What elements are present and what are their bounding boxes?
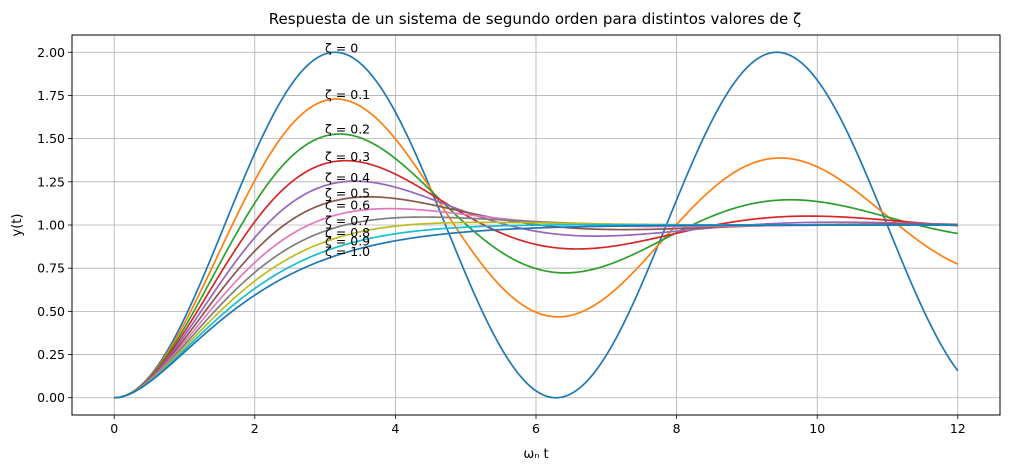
x-tick-label: 12 — [950, 421, 966, 436]
series-annotation: ζ = 1.0 — [325, 244, 370, 259]
y-tick-label: 1.25 — [37, 174, 65, 189]
x-tick-label: 8 — [673, 421, 681, 436]
y-axis-ticks: 0.00 0.25 0.50 0.75 1.00 1.25 1.50 1.75 2.00 — [37, 45, 72, 405]
y-axis-label: y(t) — [10, 214, 25, 237]
x-tick-label: 10 — [809, 421, 825, 436]
series-annotation: ζ = 0.5 — [325, 185, 370, 200]
annotations: ζ = 0 ζ = 0.1 ζ = 0.2 ζ = 0.3 ζ = 0.4ζ = 0.5… — [325, 40, 370, 259]
chart-title: Respuesta de un sistema de segundo orden… — [269, 10, 801, 28]
y-tick-label: 0.75 — [37, 261, 65, 276]
series-annotation: ζ = 0.7 — [325, 213, 370, 228]
x-tick-label: 4 — [391, 421, 399, 436]
y-tick-label: 0.50 — [37, 304, 65, 319]
series-annotation: ζ = 0.1 — [325, 87, 370, 102]
y-tick-label: 0.25 — [37, 347, 65, 362]
series-annotation: ζ = 0.3 — [325, 149, 370, 164]
series-annotation: ζ = 0.8 — [325, 225, 370, 240]
series-line-3 — [114, 159, 958, 399]
x-axis-label: ωₙ t — [523, 447, 548, 462]
y-tick-label: 0.00 — [37, 390, 65, 405]
y-tick-label: 1.50 — [37, 131, 65, 146]
series-line-10 — [114, 224, 958, 399]
series-annotation: ζ = 0.9 — [325, 234, 370, 249]
x-tick-label: 2 — [251, 421, 259, 436]
series-line-2 — [114, 133, 958, 399]
y-tick-label: 1.00 — [37, 218, 65, 233]
x-axis-ticks: 0 2 4 6 8 10 12 — [110, 415, 966, 436]
series-lines — [114, 51, 959, 399]
series-line-0 — [114, 51, 959, 399]
series-annotation: ζ = 0.4 — [325, 170, 370, 185]
x-tick-label: 0 — [110, 421, 118, 436]
y-tick-label: 2.00 — [37, 45, 65, 60]
y-tick-label: 1.75 — [37, 88, 65, 103]
series-annotation: ζ = 0.6 — [325, 197, 370, 212]
series-line-4 — [114, 180, 958, 399]
series-line-1 — [114, 98, 959, 399]
x-tick-label: 6 — [532, 421, 540, 436]
series-annotation: ζ = 0 — [325, 40, 358, 55]
series-annotation: ζ = 0.2 — [325, 121, 370, 136]
